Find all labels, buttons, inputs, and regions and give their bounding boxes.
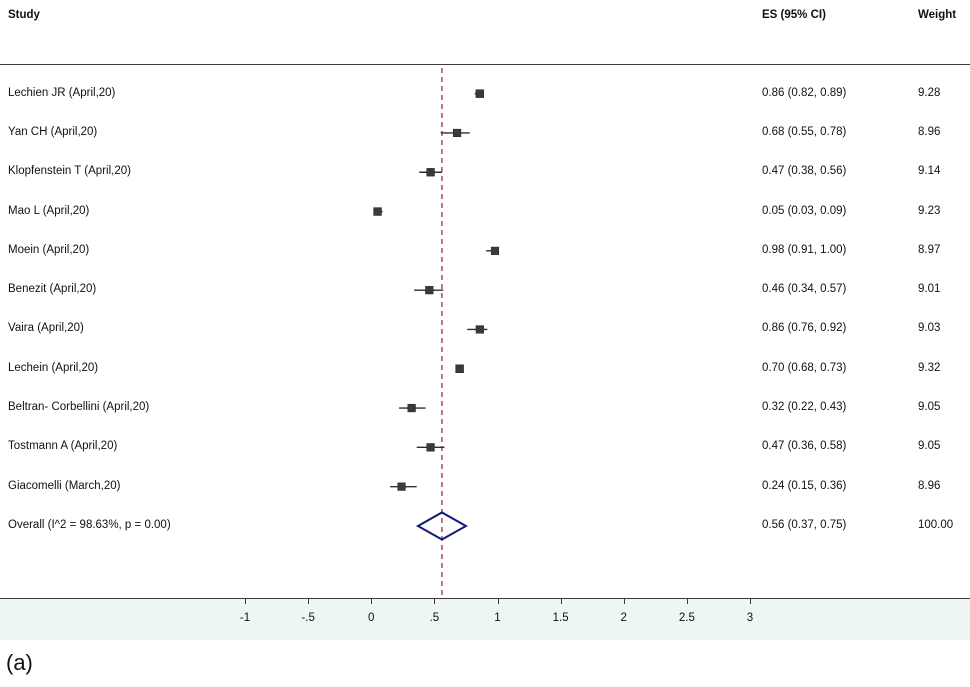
es-marker xyxy=(475,89,485,98)
bottom-rule xyxy=(0,598,970,599)
es-value: 0.24 (0.15, 0.36) xyxy=(762,479,847,492)
figure-caption: (a) xyxy=(6,650,33,675)
es-value: 0.47 (0.38, 0.56) xyxy=(762,165,847,178)
study-label: Lechien JR (April,20) xyxy=(8,86,116,99)
es-marker xyxy=(475,325,484,334)
axis-tick xyxy=(623,599,625,604)
study-label: Benezit (April,20) xyxy=(8,283,97,296)
es-value: 0.98 (0.91, 1.00) xyxy=(762,243,847,256)
es-value: 0.05 (0.03, 0.09) xyxy=(762,204,847,217)
study-label: Lechein (April,20) xyxy=(8,361,99,374)
es-marker xyxy=(455,364,464,373)
study-label: Giacomelli (March,20) xyxy=(8,479,121,492)
axis-tick-label: 1.5 xyxy=(552,612,569,624)
weight-value: 8.96 xyxy=(918,479,941,492)
es-marker xyxy=(453,128,462,138)
es-marker xyxy=(490,246,500,255)
es-value: 0.46 (0.34, 0.57) xyxy=(762,283,847,296)
study-label: Yan CH (April,20) xyxy=(8,125,98,138)
es-marker xyxy=(426,443,435,452)
weight-value: 9.28 xyxy=(918,86,941,99)
weight-value: 9.05 xyxy=(918,440,941,453)
axis-tick-label: 3 xyxy=(746,612,754,624)
axis-tick xyxy=(245,599,246,604)
study-label: Beltran- Corbellini (April,20) xyxy=(8,401,150,414)
weight-value: 9.14 xyxy=(918,165,941,178)
weight-value: 9.03 xyxy=(918,322,941,335)
column-header-es: ES (95% CI) xyxy=(762,9,826,21)
overall-weight-value: 100.00 xyxy=(918,518,954,531)
axis-tick xyxy=(560,599,562,604)
es-marker xyxy=(397,482,406,491)
weight-value: 9.23 xyxy=(918,204,941,217)
axis-tick xyxy=(750,599,751,604)
es-value: 0.47 (0.36, 0.58) xyxy=(762,440,847,453)
study-label: Moein (April,20) xyxy=(8,243,90,256)
weight-value: 8.96 xyxy=(918,125,941,138)
study-label: Tostmann A (April,20) xyxy=(8,440,118,453)
es-marker xyxy=(407,403,416,413)
axis-tick xyxy=(497,599,499,604)
overall-es-value: 0.56 (0.37, 0.75) xyxy=(762,518,847,531)
weight-value: 8.97 xyxy=(918,243,941,256)
weight-value: 9.05 xyxy=(918,401,941,414)
overall-label: Overall (I^2 = 98.63%, p = 0.00) xyxy=(8,518,171,531)
top-rule xyxy=(0,64,970,65)
es-value: 0.86 (0.76, 0.92) xyxy=(762,322,847,335)
axis-tick-label: 1 xyxy=(494,612,501,624)
column-header-weight: Weight xyxy=(918,9,957,21)
es-marker xyxy=(425,286,434,295)
study-label: Klopfenstein T (April,20) xyxy=(8,165,131,178)
es-value: 0.86 (0.82, 0.89) xyxy=(762,86,847,99)
weight-value: 9.01 xyxy=(918,283,941,296)
es-value: 0.32 (0.22, 0.43) xyxy=(762,401,847,414)
axis-tick xyxy=(371,599,373,604)
study-label: Mao L (April,20) xyxy=(8,204,90,217)
es-value: 0.68 (0.55, 0.78) xyxy=(762,125,847,138)
es-value: 0.70 (0.68, 0.73) xyxy=(762,361,847,374)
column-header-study: Study xyxy=(8,9,40,21)
weight-value: 9.32 xyxy=(918,361,941,374)
axis-tick-label: -.5 xyxy=(301,612,315,624)
axis-tick-label: -1 xyxy=(239,612,251,624)
es-marker xyxy=(373,207,382,216)
study-label: Vaira (April,20) xyxy=(8,322,84,335)
axis-tick-label: 2 xyxy=(620,612,627,624)
axis-tick xyxy=(434,599,436,604)
axis-tick-label: 0 xyxy=(368,612,375,624)
axis-band xyxy=(0,599,970,640)
axis-tick-label: .5 xyxy=(429,612,440,624)
overall-diamond xyxy=(415,511,468,541)
axis-tick xyxy=(686,599,688,604)
es-marker xyxy=(426,168,435,177)
axis-tick-label: 2.5 xyxy=(678,612,695,624)
axis-tick xyxy=(308,599,310,604)
